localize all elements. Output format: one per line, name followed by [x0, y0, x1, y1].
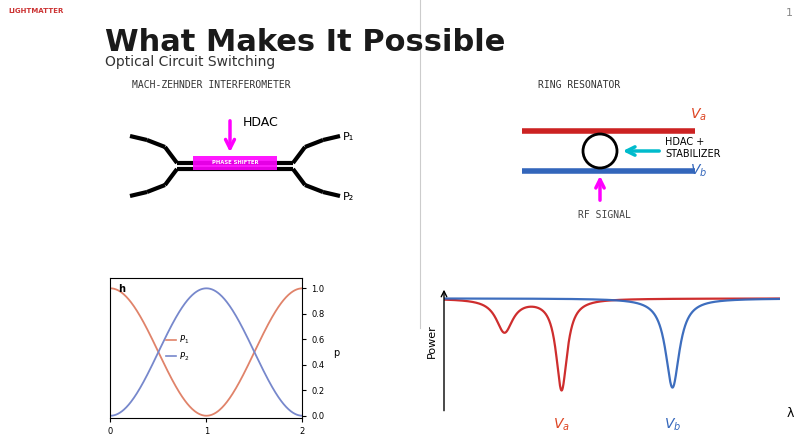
Y-axis label: p: p	[333, 348, 339, 358]
Text: λ: λ	[786, 407, 794, 420]
Text: Optical Circuit Switching: Optical Circuit Switching	[105, 55, 275, 69]
Text: What Makes It Possible: What Makes It Possible	[105, 28, 506, 57]
Text: MACH-ZEHNDER INTERFEROMETER: MACH-ZEHNDER INTERFEROMETER	[132, 80, 290, 90]
Text: $V_a$: $V_a$	[690, 106, 707, 123]
Bar	[193, 156, 277, 170]
Text: RING RESONATOR: RING RESONATOR	[538, 80, 620, 90]
Text: P₁: P₁	[343, 132, 354, 142]
Text: h: h	[118, 284, 125, 294]
Text: 1: 1	[786, 8, 793, 18]
Text: PHASE SHIFTER: PHASE SHIFTER	[212, 160, 258, 166]
Text: $V_b$: $V_b$	[664, 417, 681, 433]
Text: RF SIGNAL: RF SIGNAL	[578, 210, 631, 220]
Legend: $P_1$, $P_2$: $P_1$, $P_2$	[162, 330, 193, 366]
Text: P₂: P₂	[343, 192, 354, 202]
Text: $V_a$: $V_a$	[553, 417, 570, 433]
Text: LIGHTMATTER: LIGHTMATTER	[8, 8, 63, 14]
Text: HDAC: HDAC	[243, 116, 278, 128]
Text: HDAC +
STABILIZER: HDAC + STABILIZER	[665, 137, 721, 159]
Text: Power: Power	[427, 325, 438, 358]
Text: $V_b$: $V_b$	[690, 163, 707, 179]
